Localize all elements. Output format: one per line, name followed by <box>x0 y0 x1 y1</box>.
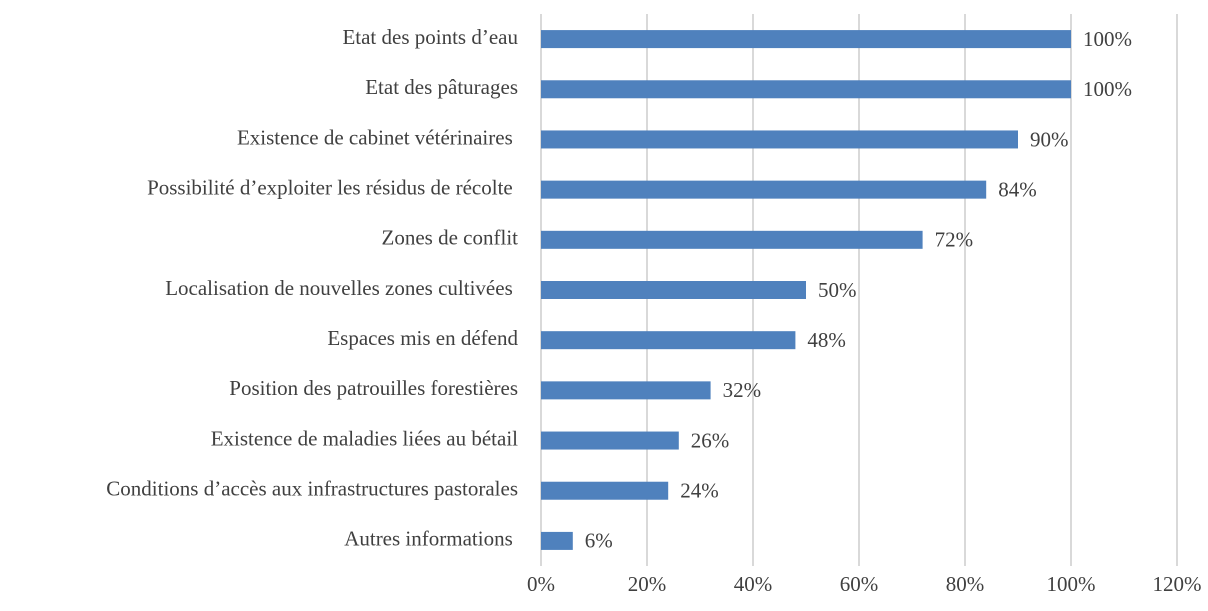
data-label: 26% <box>691 428 730 452</box>
y-tick-label: Position des patrouilles forestières <box>229 376 518 400</box>
data-label: 50% <box>818 278 857 302</box>
y-tick-label: Localisation de nouvelles zones cultivée… <box>165 276 518 300</box>
y-tick-label: Espaces mis en défend <box>327 326 518 350</box>
data-label: 90% <box>1030 127 1069 151</box>
x-tick-label: 80% <box>946 572 985 596</box>
bar <box>541 180 987 199</box>
bar <box>541 281 806 299</box>
bar <box>541 80 1071 99</box>
bar <box>541 230 923 249</box>
data-label: 32% <box>723 378 762 402</box>
x-tick-label: 40% <box>734 572 773 596</box>
bar <box>541 130 1018 149</box>
y-tick-label: Conditions d’accès aux infrastructures p… <box>106 477 518 501</box>
y-tick-label: Existence de maladies liées au bétail <box>211 426 518 450</box>
bar <box>541 331 796 350</box>
bar <box>541 481 669 500</box>
y-tick-label: Zones de conflit <box>382 226 519 250</box>
y-tick-label: Autres informations <box>344 527 518 551</box>
data-label: 100% <box>1083 27 1132 51</box>
bar <box>541 381 711 400</box>
data-label: 100% <box>1083 77 1132 101</box>
data-label: 84% <box>998 177 1036 201</box>
y-tick-label: Possibilité d’exploiter les résidus de r… <box>147 175 518 199</box>
y-tick-label: Existence de cabinet vétérinaires <box>237 125 518 149</box>
x-tick-label: 100% <box>1047 572 1096 596</box>
y-tick-label: Etat des pâturages <box>365 75 518 99</box>
data-label: 6% <box>585 529 613 553</box>
data-label: 48% <box>807 328 846 352</box>
bar <box>541 431 679 450</box>
y-tick-label: Etat des points d’eau <box>342 25 518 49</box>
x-tick-label: 120% <box>1153 572 1202 596</box>
x-tick-label: 0% <box>527 572 555 596</box>
data-label: 72% <box>935 228 974 252</box>
bar <box>541 30 1071 49</box>
x-tick-label: 60% <box>840 572 879 596</box>
bar <box>541 531 573 550</box>
x-tick-label: 20% <box>628 572 667 596</box>
data-label: 24% <box>680 479 719 503</box>
